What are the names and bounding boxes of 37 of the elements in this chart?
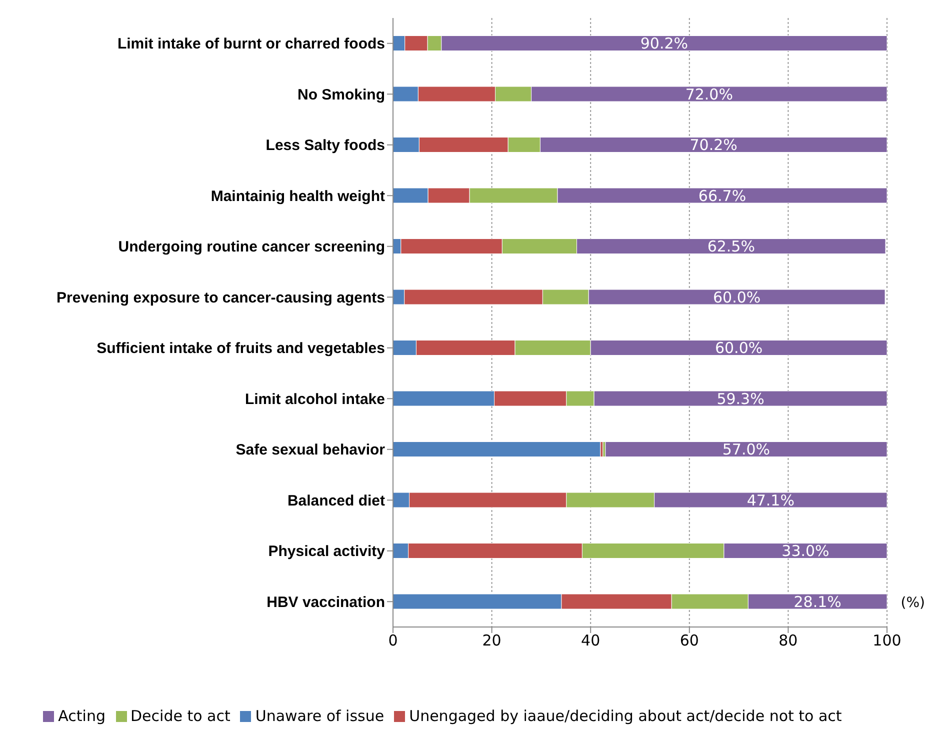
data-label: 90.2% <box>640 34 688 53</box>
y-tick-label: Undergoing routine cancer screening <box>118 238 385 256</box>
legend-label: Acting <box>58 707 106 725</box>
data-label: 70.2% <box>690 136 738 154</box>
data-label: 66.7% <box>698 186 746 205</box>
bar <box>393 442 601 458</box>
y-tick-label: Less Salty foods <box>266 137 385 154</box>
data-label: 60.0% <box>714 339 763 358</box>
legend-label: Decide to act <box>130 707 230 725</box>
data-label: 57.0% <box>722 440 770 459</box>
data-label: 33.0% <box>782 542 830 560</box>
legend-label: Unaware of issue <box>255 707 384 725</box>
x-axis-title: (%) <box>900 594 925 611</box>
y-tick-label: Physical activity <box>268 543 386 560</box>
data-label: 28.1% <box>794 592 842 611</box>
data-label: 59.3% <box>716 390 764 408</box>
x-tick-label: 20 <box>482 632 502 650</box>
x-tick-label: 60 <box>680 632 699 650</box>
y-tick-label: Prevening exposure to cancer-causing agents <box>56 289 385 306</box>
y-tick-label: Balanced diet <box>287 492 386 510</box>
y-tick-label: HBV vaccination <box>266 594 385 611</box>
x-tick-label: 40 <box>581 632 600 650</box>
bar <box>605 442 887 458</box>
data-label: 47.1% <box>746 491 794 510</box>
y-tick-label: No Smoking <box>297 86 385 104</box>
y-tick-label: Limit alcohol intake <box>244 390 385 408</box>
y-tick-label: Safe sexual behavior <box>236 442 386 459</box>
x-tick-label: 80 <box>778 632 798 650</box>
y-tick-label: Limit intake of burnt or charred foods <box>117 36 385 53</box>
data-label: 60.0% <box>712 288 761 306</box>
y-tick-label: Maintainig health weight <box>210 188 386 205</box>
x-tick-label: 100 <box>872 632 902 650</box>
x-tick-label: 0 <box>388 632 398 650</box>
data-label: 72.0% <box>685 85 733 104</box>
legend-label: Unengaged by iaaue/deciding about act/decide not to act <box>409 707 842 725</box>
y-tick-label: Sufficient intake of fruits and vegetables <box>96 340 385 358</box>
data-label: 62.5% <box>707 238 755 256</box>
